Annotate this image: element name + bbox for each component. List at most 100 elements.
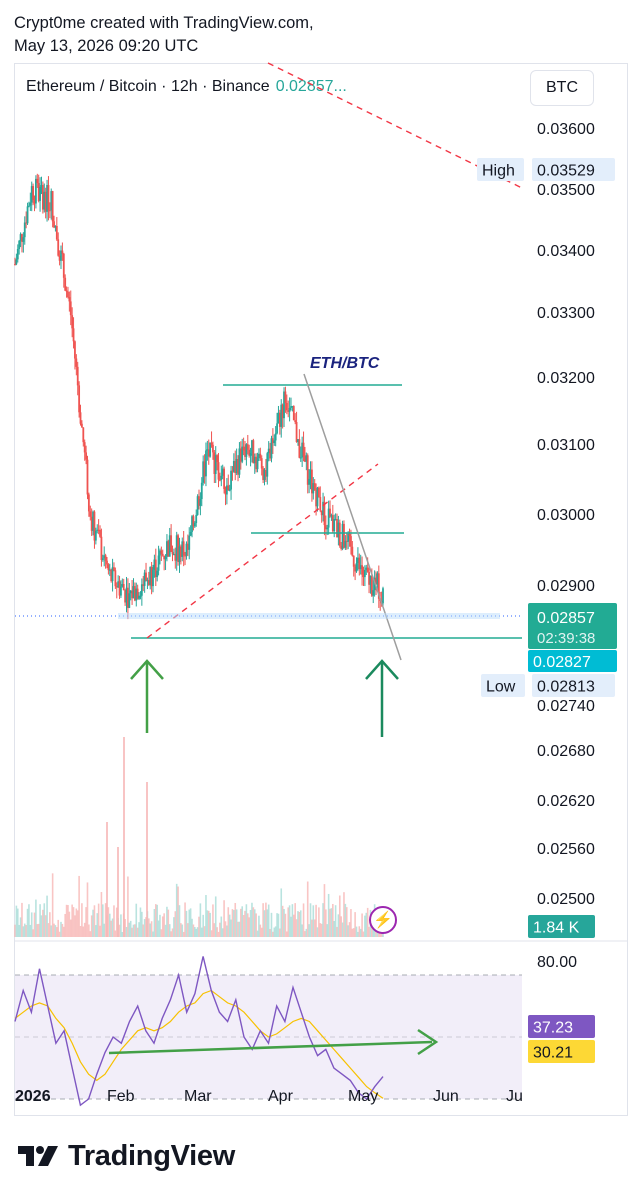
candle-body xyxy=(124,590,127,603)
volume-bar xyxy=(121,931,124,937)
volume-bar xyxy=(142,924,145,937)
volume-bar xyxy=(364,915,366,937)
candle-body xyxy=(322,501,324,516)
y-tick-label: 0.02560 xyxy=(537,841,595,858)
candle-body xyxy=(103,555,106,559)
volume-bar xyxy=(343,892,345,937)
candle-body xyxy=(138,595,140,599)
candle-body xyxy=(209,442,212,457)
lightning-bolt-icon[interactable]: ⚡ xyxy=(369,906,397,934)
rsi-divergence-line xyxy=(108,1040,433,1055)
volume-bar xyxy=(233,910,235,937)
candle-body xyxy=(258,453,260,459)
volume-bar xyxy=(205,895,207,937)
volume-bar xyxy=(207,910,210,937)
volume-bar xyxy=(118,924,121,937)
rsi-tick-label: 80.00 xyxy=(537,954,577,971)
candle-body xyxy=(26,206,29,224)
candle-body xyxy=(153,559,156,570)
volume-bar xyxy=(78,875,80,937)
volume-bar xyxy=(171,928,174,937)
candle-body xyxy=(44,191,47,212)
volume-bar xyxy=(242,915,245,937)
volume-bar xyxy=(330,908,333,937)
candle-body xyxy=(362,574,365,578)
volume-bar xyxy=(368,926,370,937)
candle-body xyxy=(93,511,96,541)
candle-body xyxy=(110,569,113,582)
volume-bar xyxy=(128,922,131,937)
candle-body xyxy=(237,459,239,475)
volume-bar xyxy=(202,914,204,937)
volume-bar xyxy=(143,919,146,937)
volume-bar xyxy=(262,903,264,937)
volume-bar xyxy=(203,926,206,937)
volume-bar xyxy=(319,923,322,937)
high-value: 0.03529 xyxy=(537,163,595,180)
volume-bar xyxy=(123,737,125,937)
candle-body xyxy=(40,185,43,187)
candle-body xyxy=(58,255,61,261)
candle-body xyxy=(164,556,167,560)
candle-body xyxy=(357,557,359,564)
candle-body xyxy=(298,439,301,458)
candle-body xyxy=(370,575,373,596)
volume-bar xyxy=(62,926,65,937)
volume-bar xyxy=(89,931,92,937)
candle-body xyxy=(317,487,320,497)
symbol-title[interactable]: Ethereum / Bitcoin · 12h · Binance 0.0285… xyxy=(26,78,347,96)
candle-body xyxy=(196,496,199,515)
volume-bar xyxy=(36,924,39,937)
volume-bar xyxy=(253,909,256,937)
candle-body xyxy=(285,402,288,411)
currency-button[interactable]: BTC xyxy=(530,70,594,106)
volume-bar xyxy=(304,931,306,937)
candle-body xyxy=(323,501,326,526)
candle-body xyxy=(221,468,224,476)
volume-bar xyxy=(361,913,363,937)
volume-bar xyxy=(28,904,30,937)
candle-body xyxy=(227,485,230,491)
candle-body xyxy=(241,446,244,462)
candle-body xyxy=(340,545,343,549)
candle-body xyxy=(368,571,370,585)
candle-body xyxy=(280,404,283,427)
tradingview-logo[interactable]: TradingView xyxy=(18,1140,235,1173)
candle-body xyxy=(273,440,276,444)
volume-bar xyxy=(50,925,53,937)
candle-body xyxy=(71,315,74,329)
volume-bar xyxy=(177,886,179,937)
volume-bar xyxy=(302,903,305,937)
y-tick-label: 0.02680 xyxy=(537,743,595,760)
candle-body xyxy=(149,567,152,585)
y-tick-label: 0.03300 xyxy=(537,305,595,322)
candle-body xyxy=(263,470,266,480)
candle-body xyxy=(336,519,338,538)
volume-bar xyxy=(213,923,216,937)
candle-body xyxy=(199,499,202,506)
candle-body xyxy=(245,444,248,457)
volume-bar xyxy=(95,925,97,937)
candle-body xyxy=(174,553,177,561)
candle-body xyxy=(86,459,89,495)
volume-bar xyxy=(26,908,29,937)
y-tick-label: 0.03400 xyxy=(537,243,595,260)
volume-bar xyxy=(235,909,238,937)
candle-body xyxy=(334,519,337,521)
candle-body xyxy=(89,511,92,517)
volume-bar xyxy=(46,895,48,937)
candle-body xyxy=(163,555,166,560)
volume-bar xyxy=(248,917,250,937)
volume-bar xyxy=(350,909,352,937)
volume-bar xyxy=(185,910,188,937)
volume-bar xyxy=(323,884,326,937)
volume-bar xyxy=(21,902,23,937)
candle-body xyxy=(223,468,225,490)
low-value: 0.02813 xyxy=(537,679,595,696)
volume-bar xyxy=(329,908,331,937)
candle-body xyxy=(79,412,82,424)
high-value-bg xyxy=(532,158,615,181)
candle-body xyxy=(315,489,317,507)
x-tick-label: Mar xyxy=(184,1088,212,1105)
